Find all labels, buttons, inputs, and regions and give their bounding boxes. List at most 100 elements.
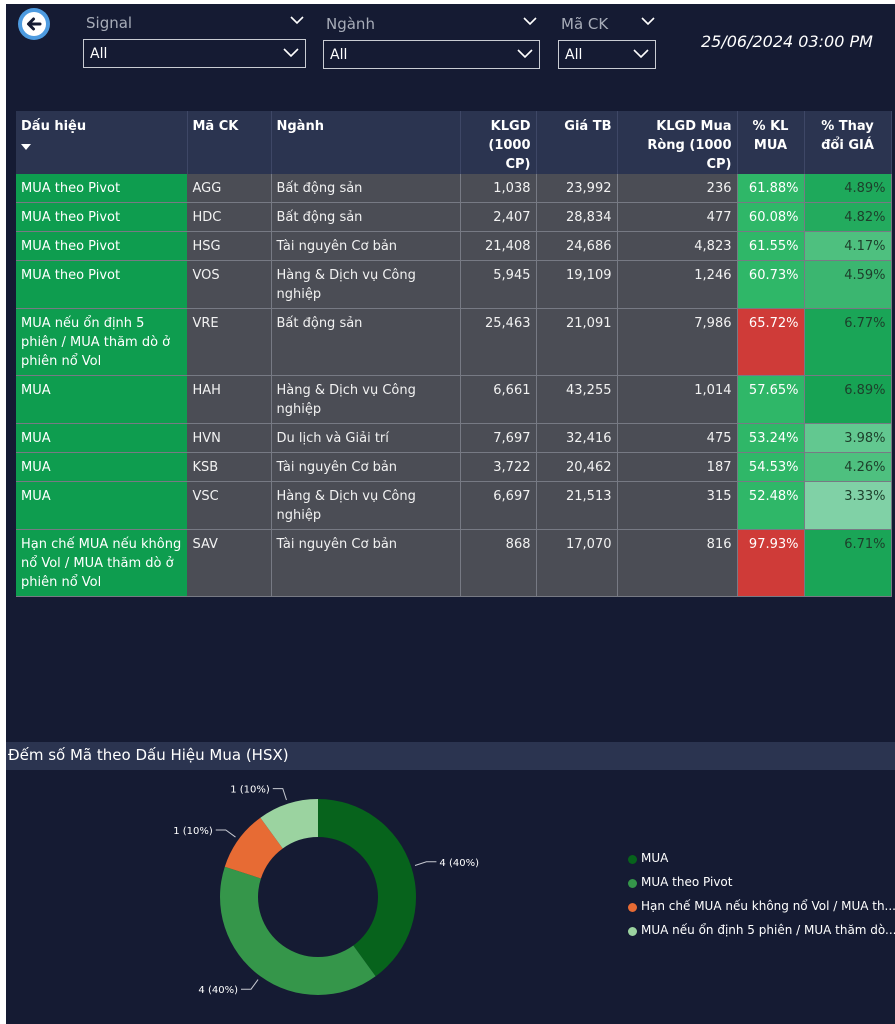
change-pct-cell: 3.33% — [804, 481, 892, 530]
legend-item-mua-theo-pivot[interactable]: MUA theo Pivot — [628, 875, 895, 899]
price-cell: 21,513 — [536, 481, 618, 530]
chevron-down-icon — [283, 48, 299, 58]
volume-cell: 25,463 — [460, 308, 537, 376]
column-header-code[interactable]: Mã CK — [187, 111, 272, 174]
dashboard: Signal All Ngành All Mã CK All 25/06/202… — [6, 4, 895, 1024]
legend-dot — [628, 903, 637, 912]
code-dropdown-value: All — [565, 47, 583, 63]
column-header-signal[interactable]: Dấu hiệu — [16, 111, 188, 174]
change-pct-cell: 4.59% — [804, 260, 892, 309]
change-pct-cell: 3.98% — [804, 423, 892, 453]
change-pct-cell: 4.26% — [804, 452, 892, 482]
signal-cell: MUA — [16, 481, 188, 530]
table-row[interactable]: MUA nếu ổn định 5 phiên / MUA thăm dò ở … — [16, 308, 892, 376]
buy-pct-cell: 65.72% — [737, 308, 805, 376]
code-cell: HVN — [187, 423, 272, 453]
net-buy-cell: 1,014 — [617, 375, 738, 424]
volume-cell: 6,697 — [460, 481, 537, 530]
chevron-down-icon[interactable] — [290, 16, 304, 25]
change-pct-cell: 6.71% — [804, 529, 892, 597]
table-row[interactable]: MUA VSC Hàng & Dịch vụ Công nghiệp 6,697… — [16, 481, 892, 530]
sector-cell: Hàng & Dịch vụ Công nghiệp — [271, 375, 461, 424]
table-row[interactable]: MUA KSB Tài nguyên Cơ bản 3,722 20,462 1… — [16, 452, 892, 482]
code-dropdown[interactable]: All — [558, 40, 656, 69]
column-header-net-buy[interactable]: KLGD Mua Ròng (1000 CP) — [617, 111, 738, 174]
legend-dot — [628, 855, 637, 864]
legend-dot — [628, 879, 637, 888]
column-header-change-pct[interactable]: % Thay đổi GIÁ — [804, 111, 892, 174]
table-row[interactable]: MUA theo Pivot HDC Bất động sản 2,407 28… — [16, 202, 892, 232]
leader-line — [215, 829, 236, 838]
table-row[interactable]: MUA HAH Hàng & Dịch vụ Công nghiệp 6,661… — [16, 375, 892, 424]
sector-dropdown[interactable]: All — [323, 40, 540, 69]
column-header-buy-pct[interactable]: % KL MUA — [737, 111, 805, 174]
volume-cell: 5,945 — [460, 260, 537, 309]
legend-item-mua[interactable]: MUA — [628, 851, 895, 875]
table-row[interactable]: MUA theo Pivot VOS Hàng & Dịch vụ Công n… — [16, 260, 892, 309]
price-cell: 43,255 — [536, 375, 618, 424]
net-buy-cell: 7,986 — [617, 308, 738, 376]
table-row[interactable]: MUA HVN Du lịch và Giải trí 7,697 32,416… — [16, 423, 892, 453]
buy-pct-cell: 57.65% — [737, 375, 805, 424]
sector-cell: Bất động sản — [271, 308, 461, 376]
signal-cell: MUA nếu ổn định 5 phiên / MUA thăm dò ở … — [16, 308, 188, 376]
price-cell: 23,992 — [536, 174, 618, 203]
change-pct-cell: 4.82% — [804, 202, 892, 232]
legend-item-mua-neu-on-dinh[interactable]: MUA nếu ổn định 5 phiên / MUA thăm dò... — [628, 923, 895, 947]
table-row[interactable]: Hạn chế MUA nếu không nổ Vol / MUA thăm … — [16, 529, 892, 597]
arrow-left-icon — [22, 12, 46, 36]
donut-slice[interactable] — [318, 799, 416, 977]
column-header-sector[interactable]: Ngành — [271, 111, 461, 174]
sector-slicer-title: Ngành — [326, 15, 375, 33]
net-buy-cell: 816 — [617, 529, 738, 597]
chevron-down-icon[interactable] — [641, 17, 655, 26]
volume-cell: 2,407 — [460, 202, 537, 232]
signal-cell: MUA — [16, 452, 188, 482]
price-cell: 21,091 — [536, 308, 618, 376]
signal-cell: MUA theo Pivot — [16, 174, 188, 203]
table-row[interactable]: MUA theo Pivot AGG Bất động sản 1,038 23… — [16, 174, 892, 203]
signal-cell: MUA theo Pivot — [16, 202, 188, 232]
code-cell: HSG — [187, 231, 272, 261]
sector-cell: Du lịch và Giải trí — [271, 423, 461, 453]
signal-cell: MUA theo Pivot — [16, 231, 188, 261]
net-buy-cell: 1,246 — [617, 260, 738, 309]
signal-cell: MUA theo Pivot — [16, 260, 188, 309]
price-cell: 19,109 — [536, 260, 618, 309]
donut-slice[interactable] — [260, 799, 318, 849]
column-header-price[interactable]: Giá TB — [536, 111, 618, 174]
price-cell: 28,834 — [536, 202, 618, 232]
donut-slice[interactable] — [224, 817, 283, 879]
sector-cell: Tài nguyên Cơ bản — [271, 231, 461, 261]
buy-pct-cell: 60.08% — [737, 202, 805, 232]
chevron-down-icon — [517, 49, 533, 59]
legend-item-han-che-mua[interactable]: Hạn chế MUA nếu không nổ Vol / MUA th... — [628, 899, 895, 923]
sector-cell: Hàng & Dịch vụ Công nghiệp — [271, 481, 461, 530]
signal-dropdown[interactable]: All — [83, 39, 306, 68]
code-cell: AGG — [187, 174, 272, 203]
net-buy-cell: 236 — [617, 174, 738, 203]
buy-pct-cell: 61.88% — [737, 174, 805, 203]
sector-dropdown-value: All — [330, 47, 348, 63]
signal-cell: Hạn chế MUA nếu không nổ Vol / MUA thăm … — [16, 529, 188, 597]
code-cell: VOS — [187, 260, 272, 309]
chevron-down-icon[interactable] — [523, 17, 537, 26]
signal-cell: MUA — [16, 375, 188, 424]
code-cell: KSB — [187, 452, 272, 482]
leader-line — [272, 788, 287, 801]
price-cell: 24,686 — [536, 231, 618, 261]
sector-cell: Hàng & Dịch vụ Công nghiệp — [271, 260, 461, 309]
back-button[interactable] — [18, 8, 50, 40]
chart-legend: MUA MUA theo Pivot Hạn chế MUA nếu không… — [628, 851, 895, 947]
sort-descending-icon[interactable] — [21, 144, 31, 150]
net-buy-cell: 475 — [617, 423, 738, 453]
donut-chart: 4 (40%) 4 (40%) 1 (10%) 1 (10%) — [173, 785, 479, 997]
signal-cell: MUA — [16, 423, 188, 453]
donut-slice[interactable] — [220, 866, 376, 995]
change-pct-cell: 4.89% — [804, 174, 892, 203]
code-slicer-title: Mã CK — [561, 15, 609, 33]
column-header-volume[interactable]: KLGD (1000 CP) — [460, 111, 537, 174]
code-cell: HDC — [187, 202, 272, 232]
table-row[interactable]: MUA theo Pivot HSG Tài nguyên Cơ bản 21,… — [16, 231, 892, 261]
chevron-down-icon — [633, 49, 649, 59]
